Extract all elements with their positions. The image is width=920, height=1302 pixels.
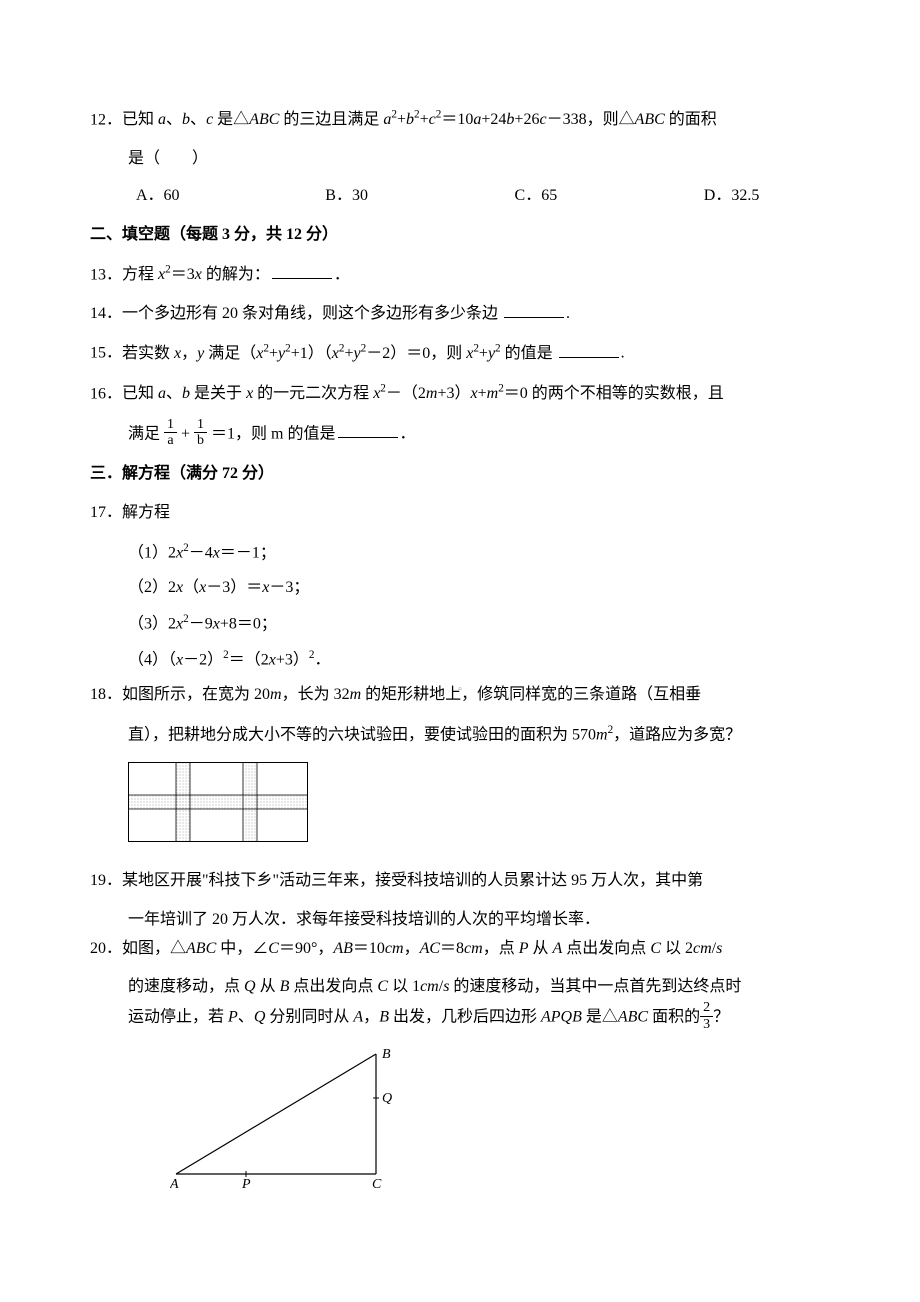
q16-text2-before: 满足 [128, 425, 160, 442]
question-15: 15．若实数 x，y 满足（x2+y2+1）（x2+y2－2）＝0，则 x2+y… [90, 338, 830, 368]
q12-choice-c: C．65 [515, 182, 704, 211]
svg-text:C: C [372, 1177, 382, 1192]
q12-choice-d: D．32.5 [704, 182, 830, 211]
q16-frac1: 1a [164, 417, 177, 449]
q20-diagram: A P C B Q [170, 1048, 830, 1209]
field-diagram-svg [128, 762, 308, 842]
q15-number: 15． [90, 345, 122, 362]
question-17: 17．解方程 [90, 499, 830, 528]
triangle-diagram-svg: A P C B Q [170, 1048, 406, 1198]
q14-text-after: . [566, 305, 570, 322]
q15-text: 若实数 x，y 满足（x2+y2+1）（x2+y2－2）＝0，则 x2+y2 的… [122, 345, 557, 362]
q20-line3: 运动停止，若 P、Q 分别同时从 A，B 出发，几秒后四边形 APQB 是△AB… [90, 1002, 830, 1034]
q13-blank [272, 262, 332, 279]
q20-frac: 23 [700, 1000, 713, 1032]
q12-line2: 是（ ） [90, 145, 830, 174]
q20-text3-after: ？ [713, 1009, 729, 1026]
svg-text:P: P [241, 1177, 251, 1192]
q13-number: 13． [90, 266, 122, 283]
q20-line2: 的速度移动，点 Q 从 B 点出发向点 C 以 1cm/s 的速度移动，当其中一… [90, 973, 830, 1002]
q12-choices: A．60 B．30 C．65 D．32.5 [90, 182, 830, 211]
q12-number: 12． [90, 111, 122, 128]
question-16: 16．已知 a、b 是关于 x 的一元二次方程 x2－（2m+3）x+m2＝0 … [90, 379, 830, 409]
q16-text2-mid: ＝1，则 m 的值是 [211, 425, 335, 442]
question-12: 12．已知 a、b、c 是△ABC 的三边且满足 a2+b2+c2＝10a+24… [90, 105, 830, 135]
question-13: 13．方程 x2＝3x 的解为：． [90, 260, 830, 290]
section-3-heading: 三．解方程（满分 72 分） [90, 460, 830, 489]
svg-text:A: A [170, 1177, 179, 1192]
q18-line2: 直），把耕地分成大小不等的六块试验田，要使试验田的面积为 570m2，道路应为多… [90, 720, 830, 750]
q16-blank [338, 421, 398, 438]
q17-sub4: （4）（x－2）2＝（2x+3）2． [90, 645, 830, 675]
q13-text: 方程 x2＝3x 的解为： [122, 266, 270, 283]
q18-number: 18． [90, 686, 122, 703]
q20-text1: 如图，△ABC 中，∠C＝90°，AB＝10cm，AC＝8cm，点 P 从 A … [122, 940, 722, 957]
q14-blank [504, 301, 564, 318]
q16-number: 16． [90, 385, 122, 402]
q12-choice-a: A．60 [136, 182, 325, 211]
q14-number: 14． [90, 305, 122, 322]
q17-number: 17． [90, 504, 122, 521]
q19-text1: 某地区开展"科技下乡"活动三年来，接受科技培训的人员累计达 95 万人次，其中第 [122, 872, 703, 889]
q20-number: 20． [90, 940, 122, 957]
q17-sub2: （2）2x（x－3）＝x－3； [90, 574, 830, 603]
section-2-heading: 二、填空题（每题 3 分，共 12 分） [90, 221, 830, 250]
question-19: 19．某地区开展"科技下乡"活动三年来，接受科技培训的人员累计达 95 万人次，… [90, 867, 830, 896]
q15-text-after: . [621, 345, 625, 362]
q18-diagram [128, 762, 830, 853]
svg-text:Q: Q [382, 1091, 392, 1106]
question-14: 14．一个多边形有 20 条对角线，则这个多边形有多少条边 . [90, 300, 830, 329]
q14-text: 一个多边形有 20 条对角线，则这个多边形有多少条边 [122, 305, 502, 322]
q16-text1: 已知 a、b 是关于 x 的一元二次方程 x2－（2m+3）x+m2＝0 的两个… [122, 385, 724, 402]
q12-text1: 已知 a、b、c 是△ABC 的三边且满足 a2+b2+c2＝10a+24b+2… [122, 111, 717, 128]
q18-text1: 如图所示，在宽为 20m，长为 32m 的矩形耕地上，修筑同样宽的三条道路（互相… [122, 686, 701, 703]
q16-frac2: 1b [194, 417, 207, 449]
q17-title: 解方程 [122, 504, 170, 521]
page: 12．已知 a、b、c 是△ABC 的三边且满足 a2+b2+c2＝10a+24… [0, 0, 920, 1279]
q17-sub1: （1）2x2－4x＝－1； [90, 538, 830, 568]
q19-line2: 一年培训了 20 万人次．求每年接受科技培训的人次的平均增长率． [90, 906, 830, 935]
q12-choice-b: B．30 [325, 182, 514, 211]
q17-sub3: （3）2x2－9x+8＝0； [90, 609, 830, 639]
question-20: 20．如图，△ABC 中，∠C＝90°，AB＝10cm，AC＝8cm，点 P 从… [90, 935, 830, 964]
q19-number: 19． [90, 872, 122, 889]
q15-blank [559, 341, 619, 358]
svg-text:B: B [382, 1048, 391, 1062]
q16-line2: 满足 1a + 1b ＝1，则 m 的值是． [90, 419, 830, 451]
